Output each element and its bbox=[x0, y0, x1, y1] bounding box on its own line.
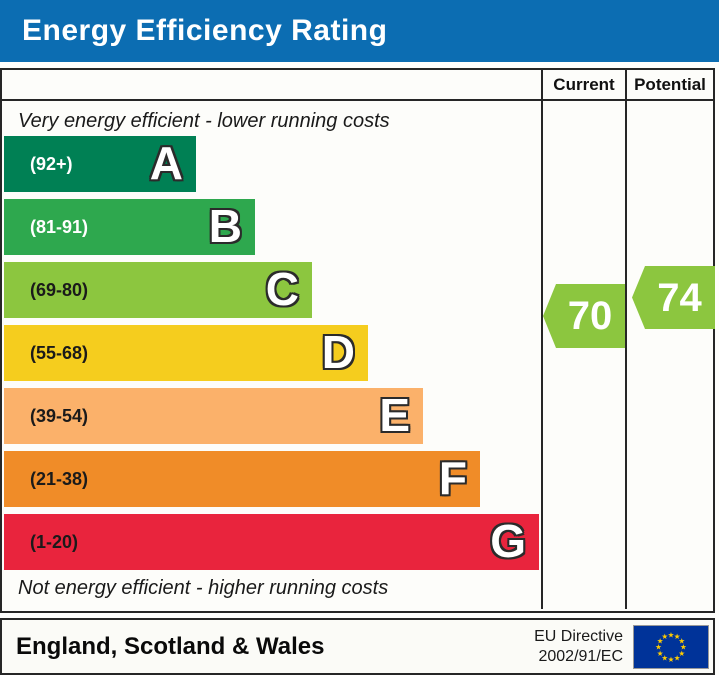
potential-rating-cell: 74 bbox=[625, 101, 715, 609]
band-row-c: (69-80) C bbox=[4, 262, 312, 318]
svg-text:★: ★ bbox=[668, 630, 675, 639]
svg-text:★: ★ bbox=[655, 642, 662, 651]
eu-directive-label: EU Directive 2002/91/EC bbox=[534, 627, 623, 667]
current-rating-cell: 70 bbox=[541, 101, 625, 609]
svg-text:★: ★ bbox=[661, 653, 668, 662]
current-rating-value: 70 bbox=[567, 294, 613, 338]
title-bar: Energy Efficiency Rating bbox=[0, 0, 719, 62]
svg-text:★: ★ bbox=[657, 636, 664, 645]
eu-directive-line1: EU Directive bbox=[534, 627, 623, 645]
band-range-label: (21-38) bbox=[30, 468, 89, 489]
band-letter: C bbox=[265, 263, 299, 316]
left-arrow-shape bbox=[543, 284, 625, 348]
header-spacer-cell bbox=[2, 70, 541, 99]
svg-text:★: ★ bbox=[661, 631, 668, 640]
bottom-note: Not energy efficient - higher running co… bbox=[18, 577, 389, 599]
band-letter: D bbox=[321, 326, 355, 379]
footer-bar: England, Scotland & Wales EU Directive 2… bbox=[0, 618, 715, 675]
potential-column-header: Potential bbox=[625, 70, 713, 99]
band-letter: E bbox=[379, 389, 410, 442]
potential-rating-value: 74 bbox=[657, 275, 702, 320]
band-row-d: (55-68) D bbox=[4, 325, 368, 381]
band-range-label: (55-68) bbox=[30, 342, 89, 363]
band-letter: G bbox=[490, 515, 526, 568]
band-row-e: (39-54) E bbox=[4, 388, 423, 444]
band-row-b: (81-91) B bbox=[4, 199, 255, 255]
band-range-label: (1-20) bbox=[30, 531, 79, 552]
band-range-label: (69-80) bbox=[30, 279, 89, 300]
svg-text:★: ★ bbox=[674, 653, 681, 662]
table-body-row: Very energy efficient - lower running co… bbox=[2, 101, 715, 609]
svg-text:★: ★ bbox=[657, 648, 664, 657]
eu-flag-stars: ★★★★★★★★★ ★ ★★ bbox=[655, 630, 687, 664]
band-row-f: (21-38) F bbox=[4, 451, 480, 507]
region-label: England, Scotland & Wales bbox=[16, 632, 325, 660]
svg-text:★: ★ bbox=[678, 636, 685, 645]
left-arrow-shape bbox=[632, 266, 715, 329]
table-header-row: Current Potential bbox=[2, 70, 713, 101]
band-row-g: (1-20) G bbox=[4, 514, 539, 570]
svg-text:★: ★ bbox=[668, 655, 675, 664]
band-letter: A bbox=[149, 137, 183, 190]
band-chart-cell: Very energy efficient - lower running co… bbox=[2, 101, 541, 609]
potential-rating-arrow: 74 bbox=[632, 266, 715, 329]
svg-text:★: ★ bbox=[674, 631, 681, 640]
band-range-label: (92+) bbox=[30, 153, 73, 174]
current-rating-arrow: 70 bbox=[543, 284, 625, 348]
rating-table: Current Potential Very energy efficient … bbox=[0, 68, 715, 613]
page-title: Energy Efficiency Rating bbox=[22, 14, 388, 47]
band-range-label: (81-91) bbox=[30, 216, 89, 237]
svg-text:★: ★ bbox=[678, 648, 685, 657]
band-row-a: (92+) A bbox=[4, 136, 196, 192]
band-range-label: (39-54) bbox=[30, 405, 89, 426]
top-note: Very energy efficient - lower running co… bbox=[18, 110, 390, 132]
eu-directive-line2: 2002/91/EC bbox=[538, 647, 623, 665]
svg-text:★: ★ bbox=[680, 642, 687, 651]
rating-bands: (92+) A (81-91) B (69-80) C (55-68) D bbox=[4, 136, 539, 577]
eu-flag-icon: ★ ★ ★ ★ ★ ★ ★ ★ ★ ★ ★ ★ bbox=[633, 624, 709, 669]
band-letter: F bbox=[438, 452, 467, 505]
band-letter: B bbox=[208, 200, 242, 253]
current-column-header: Current bbox=[541, 70, 625, 99]
